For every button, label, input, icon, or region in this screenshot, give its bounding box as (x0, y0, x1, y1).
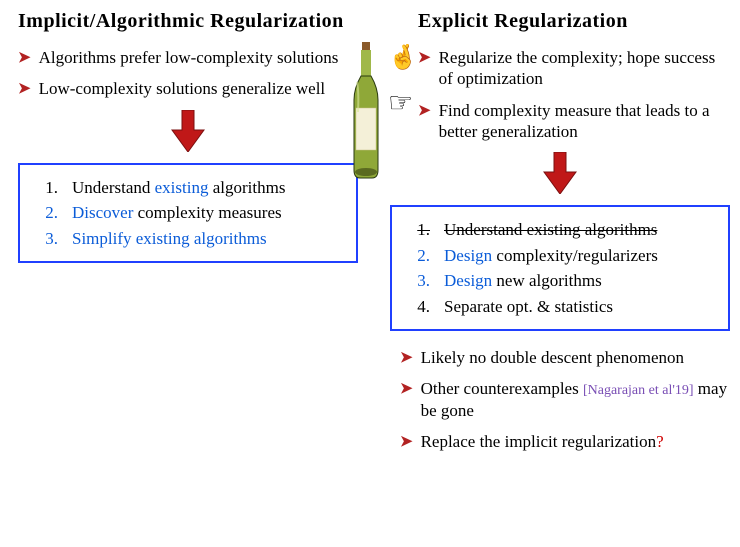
left-box-item-3: 3. Simplify existing algorithms (26, 226, 344, 252)
bullet-text: Likely no double descent phenomenon (421, 347, 684, 368)
item-text: Design new algorithms (444, 268, 602, 294)
item-number: 1. (26, 175, 58, 201)
item-number: 4. (398, 294, 430, 320)
left-title: Implicit/Algorithmic Regularization (18, 10, 358, 33)
item-text: Understand existing algorithms (72, 175, 285, 201)
left-box-item-2: 2. Discover complexity measures (26, 200, 344, 226)
footer-bullet-2: ➤ Other counterexamples [Nagarajan et al… (400, 378, 730, 421)
right-box-item-4: 4. Separate opt. & statistics (398, 294, 716, 320)
footer-bullet-1: ➤ Likely no double descent phenomenon (400, 347, 730, 368)
item-text: Separate opt. & statistics (444, 294, 613, 320)
chevron-icon: ➤ (18, 80, 31, 99)
item-number: 1. (398, 217, 430, 243)
down-arrow-left (18, 110, 358, 157)
right-box-item-1: 1. Understand existing algorithms (398, 217, 716, 243)
arrow-down-icon (542, 152, 578, 194)
chevron-icon: ➤ (400, 433, 413, 452)
bottle-icon (344, 42, 388, 182)
left-bullets: ➤ Algorithms prefer low-complexity solut… (18, 47, 358, 100)
item-number: 2. (26, 200, 58, 226)
item-text: Understand existing algorithms (444, 217, 657, 243)
chevron-icon: ➤ (418, 49, 431, 68)
left-bullet-2: ➤ Low-complexity solutions generalize we… (18, 78, 358, 99)
right-bullet-2: ➤ Find complexity measure that leads to … (418, 100, 730, 143)
left-box: 1. Understand existing algorithms 2. Dis… (18, 163, 358, 264)
right-footer-bullets: ➤ Likely no double descent phenomenon ➤ … (390, 347, 730, 452)
bullet-text: Other counterexamples [Nagarajan et al'1… (421, 378, 730, 421)
chevron-icon: ➤ (18, 49, 31, 68)
item-text: Simplify existing algorithms (72, 226, 267, 252)
left-box-item-1: 1. Understand existing algorithms (26, 175, 344, 201)
item-number: 3. (398, 268, 430, 294)
right-title: Explicit Regularization (418, 10, 730, 33)
right-bullets: ➤ Regularize the complexity; hope succes… (418, 47, 730, 142)
bullet-text: Regularize the complexity; hope success … (439, 47, 730, 90)
bullet-text: Replace the implicit regularization? (421, 431, 664, 452)
arrow-down-icon (170, 110, 206, 152)
right-column: Explicit Regularization ➤ Regularize the… (390, 0, 730, 462)
right-box-item-2: 2. Design complexity/regularizers (398, 243, 716, 269)
chevron-icon: ➤ (400, 349, 413, 368)
chevron-icon: ➤ (418, 102, 431, 121)
right-bullet-1: ➤ Regularize the complexity; hope succes… (418, 47, 730, 90)
bullet-text: Find complexity measure that leads to a … (439, 100, 730, 143)
right-box: 1. Understand existing algorithms 2. Des… (390, 205, 730, 331)
down-arrow-right (390, 152, 730, 199)
left-column: Implicit/Algorithmic Regularization ➤ Al… (18, 0, 358, 263)
item-number: 3. (26, 226, 58, 252)
right-box-item-3: 3. Design new algorithms (398, 268, 716, 294)
item-text: Design complexity/regularizers (444, 243, 658, 269)
footer-bullet-3: ➤ Replace the implicit regularization? (400, 431, 730, 452)
left-bullet-1: ➤ Algorithms prefer low-complexity solut… (18, 47, 358, 68)
bullet-text: Low-complexity solutions generalize well (39, 78, 326, 99)
chevron-icon: ➤ (400, 380, 413, 399)
bullet-text: Algorithms prefer low-complexity solutio… (39, 47, 339, 68)
item-number: 2. (398, 243, 430, 269)
item-text: Discover complexity measures (72, 200, 282, 226)
